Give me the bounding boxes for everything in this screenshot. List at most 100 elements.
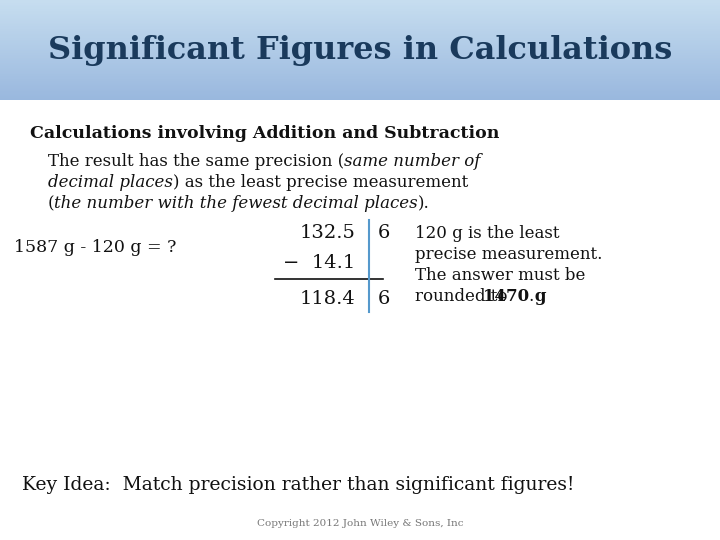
Text: 1587 g - 120 g = ?: 1587 g - 120 g = ? bbox=[14, 239, 176, 255]
Bar bbox=[0, 90, 720, 91]
Bar bbox=[0, 17, 720, 19]
Bar bbox=[0, 51, 720, 52]
Bar bbox=[0, 98, 720, 100]
Bar bbox=[0, 35, 720, 36]
Bar bbox=[0, 26, 720, 28]
Text: 120 g is the least: 120 g is the least bbox=[415, 225, 559, 242]
Bar bbox=[0, 25, 720, 26]
Text: ) as the least precise measurement: ) as the least precise measurement bbox=[173, 174, 468, 191]
Bar bbox=[0, 80, 720, 81]
Bar bbox=[0, 2, 720, 4]
Bar bbox=[0, 1, 720, 3]
Text: The answer must be: The answer must be bbox=[415, 267, 585, 284]
Bar bbox=[0, 56, 720, 57]
Text: rounded to: rounded to bbox=[415, 288, 513, 305]
Text: same number of: same number of bbox=[344, 153, 480, 170]
Bar bbox=[0, 78, 720, 80]
Bar bbox=[0, 58, 720, 60]
Bar bbox=[0, 100, 720, 540]
Bar bbox=[0, 81, 720, 83]
Bar bbox=[0, 0, 720, 1]
Text: Calculations involving Addition and Subtraction: Calculations involving Addition and Subt… bbox=[30, 125, 500, 142]
Bar bbox=[0, 11, 720, 12]
Bar bbox=[0, 86, 720, 87]
Bar bbox=[0, 82, 720, 84]
Bar bbox=[0, 8, 720, 9]
Bar bbox=[0, 77, 720, 79]
Bar bbox=[0, 71, 720, 72]
Bar bbox=[0, 62, 720, 64]
Text: 1470 g: 1470 g bbox=[483, 288, 546, 305]
Bar bbox=[0, 52, 720, 54]
Bar bbox=[0, 12, 720, 14]
Bar bbox=[0, 87, 720, 89]
Text: 6: 6 bbox=[378, 224, 390, 242]
Bar bbox=[0, 10, 720, 11]
Bar bbox=[0, 66, 720, 68]
Text: −  14.1: − 14.1 bbox=[283, 254, 355, 272]
Text: ).: ). bbox=[418, 195, 430, 212]
Bar bbox=[0, 15, 720, 16]
Bar bbox=[0, 68, 720, 69]
Bar bbox=[0, 28, 720, 29]
Bar bbox=[0, 18, 720, 20]
Bar bbox=[0, 22, 720, 24]
Bar bbox=[0, 57, 720, 59]
Bar bbox=[0, 70, 720, 71]
Bar bbox=[0, 30, 720, 31]
Bar bbox=[0, 85, 720, 86]
Bar bbox=[0, 14, 720, 15]
Text: precise measurement.: precise measurement. bbox=[415, 246, 603, 263]
Text: decimal places: decimal places bbox=[48, 174, 173, 191]
Bar bbox=[0, 95, 720, 96]
Bar bbox=[0, 84, 720, 85]
Bar bbox=[0, 32, 720, 33]
Text: (: ( bbox=[48, 195, 55, 212]
Bar bbox=[0, 4, 720, 5]
Bar bbox=[0, 21, 720, 23]
Bar bbox=[0, 16, 720, 17]
Bar bbox=[0, 60, 720, 61]
Bar bbox=[0, 75, 720, 76]
Bar bbox=[0, 93, 720, 95]
Bar bbox=[0, 91, 720, 92]
Bar bbox=[0, 36, 720, 37]
Bar bbox=[0, 29, 720, 30]
Bar bbox=[0, 96, 720, 98]
Bar bbox=[0, 48, 720, 49]
Bar bbox=[0, 50, 720, 51]
Bar bbox=[0, 31, 720, 32]
Text: 132.5: 132.5 bbox=[299, 224, 355, 242]
Bar bbox=[0, 5, 720, 6]
Bar bbox=[0, 42, 720, 44]
Bar bbox=[0, 9, 720, 10]
Bar bbox=[0, 41, 720, 43]
Text: Significant Figures in Calculations: Significant Figures in Calculations bbox=[48, 35, 672, 65]
Bar bbox=[0, 65, 720, 66]
Bar bbox=[0, 6, 720, 8]
Text: The result has the same precision (: The result has the same precision ( bbox=[48, 153, 344, 170]
Bar bbox=[0, 61, 720, 63]
Text: .: . bbox=[528, 288, 534, 305]
Text: 6: 6 bbox=[378, 290, 390, 308]
Bar bbox=[0, 40, 720, 41]
Bar bbox=[0, 37, 720, 39]
Bar bbox=[0, 45, 720, 46]
Bar bbox=[0, 55, 720, 56]
Bar bbox=[0, 97, 720, 99]
Bar bbox=[0, 76, 720, 78]
Text: 118.4: 118.4 bbox=[300, 290, 355, 308]
Bar bbox=[0, 73, 720, 75]
Bar bbox=[0, 49, 720, 50]
Bar bbox=[0, 20, 720, 21]
Bar bbox=[0, 46, 720, 48]
Bar bbox=[0, 89, 720, 90]
Bar bbox=[0, 69, 720, 70]
Bar bbox=[0, 33, 720, 35]
Bar bbox=[0, 53, 720, 55]
Bar bbox=[0, 92, 720, 94]
Bar bbox=[0, 44, 720, 45]
Bar bbox=[0, 72, 720, 74]
Bar bbox=[0, 38, 720, 40]
Text: Copyright 2012 John Wiley & Sons, Inc: Copyright 2012 John Wiley & Sons, Inc bbox=[257, 519, 463, 528]
